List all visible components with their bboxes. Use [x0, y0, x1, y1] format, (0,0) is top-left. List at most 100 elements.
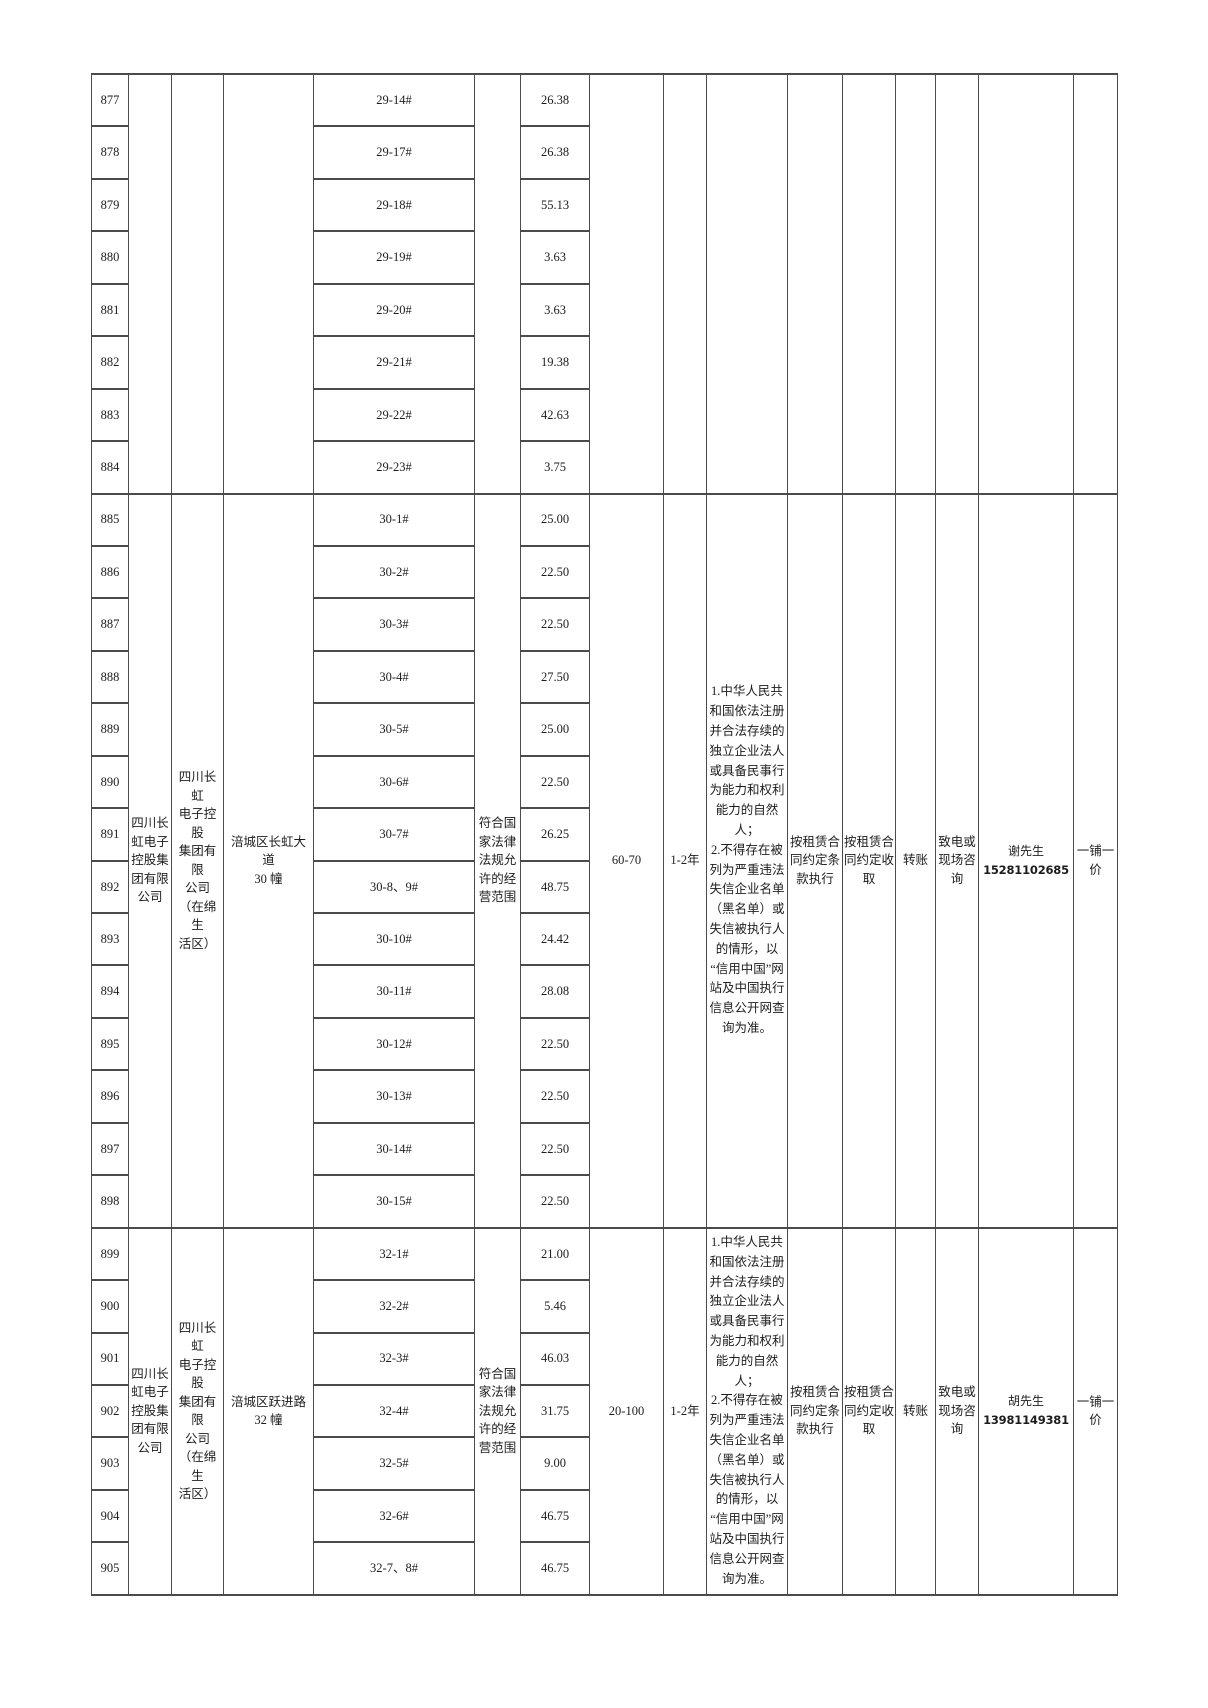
business-scope-cell: 符合国 家法律 法规允 许的经 营范围 — [475, 494, 521, 1229]
company-full-name-cell: 四川长 虹电子 控股集 团有限 公司 — [129, 1228, 172, 1596]
area-cell: 3.63 — [521, 284, 590, 338]
area-cell: 21.00 — [521, 1228, 590, 1282]
area-cell: 3.75 — [521, 442, 590, 495]
unit-number-cell: 29-14# — [314, 75, 475, 128]
area-cell: 22.50 — [521, 1018, 590, 1072]
unit-number-cell: 29-22# — [314, 389, 475, 443]
unit-number-cell: 30-4# — [314, 651, 475, 705]
unit-number-cell: 30-6# — [314, 756, 475, 810]
consultation-method-cell: 致电或 现场咨 询 — [936, 1228, 979, 1596]
lessee-requirements-cell — [707, 75, 788, 495]
area-cell: 5.46 — [521, 1281, 590, 1334]
company-full-name-cell: 四川长 虹电子 控股集 团有限 公司 — [129, 494, 172, 1229]
row-number-cell: 884 — [92, 442, 129, 495]
row-number-cell: 878 — [92, 127, 129, 180]
area-cell: 28.08 — [521, 966, 590, 1019]
lease-term-cell — [664, 75, 707, 495]
area-cell: 31.75 — [521, 1385, 590, 1439]
consultation-method-cell — [936, 75, 979, 495]
unit-number-cell: 30-7# — [314, 809, 475, 862]
pricing-note-cell — [1074, 75, 1118, 495]
row-number-cell: 891 — [92, 809, 129, 862]
business-scope-cell — [475, 75, 521, 495]
unit-number-cell: 30-11# — [314, 966, 475, 1019]
row-number-cell: 898 — [92, 1176, 129, 1229]
unit-number-cell: 30-1# — [314, 494, 475, 547]
unit-number-cell: 29-21# — [314, 337, 475, 390]
area-cell: 22.50 — [521, 756, 590, 810]
row-number-cell: 887 — [92, 599, 129, 652]
area-cell: 55.13 — [521, 179, 590, 233]
row-number-cell: 885 — [92, 494, 129, 547]
row-number-cell: 899 — [92, 1228, 129, 1282]
row-number-cell: 882 — [92, 337, 129, 390]
area-cell: 46.03 — [521, 1333, 590, 1386]
row-number-cell: 894 — [92, 966, 129, 1019]
company-branch-name-cell — [172, 75, 224, 495]
area-cell: 46.75 — [521, 1490, 590, 1544]
lessee-requirements-cell: 1.中华人民共 和国依法注册 并合法存续的 独立企业法人 或具备民事行 为能力和… — [707, 1228, 788, 1596]
contact-cell: 胡先生 13981149381 — [979, 1228, 1074, 1596]
area-cell: 46.75 — [521, 1543, 590, 1596]
row-number-cell: 904 — [92, 1490, 129, 1544]
row-number-cell: 888 — [92, 651, 129, 705]
rent-range-cell: 60-70 — [590, 494, 664, 1229]
unit-number-cell: 30-13# — [314, 1071, 475, 1124]
lease-term-cell: 1-2年 — [664, 1228, 707, 1596]
row-number-cell: 903 — [92, 1438, 129, 1491]
area-cell: 22.50 — [521, 599, 590, 652]
payment-method-cell — [896, 75, 936, 495]
payment-method-cell: 转账 — [896, 494, 936, 1229]
unit-number-cell: 30-8、9# — [314, 861, 475, 914]
company-full-name-cell — [129, 75, 172, 495]
row-number-cell: 895 — [92, 1018, 129, 1072]
unit-number-cell: 29-18# — [314, 179, 475, 233]
area-cell: 24.42 — [521, 914, 590, 967]
rent-range-cell — [590, 75, 664, 495]
lessee-requirements-cell: 1.中华人民共 和国依法注册 并合法存续的 独立企业法人 或具备民事行 为能力和… — [707, 494, 788, 1229]
area-cell: 22.50 — [521, 1123, 590, 1177]
area-cell: 3.63 — [521, 232, 590, 285]
unit-number-cell: 30-12# — [314, 1018, 475, 1072]
unit-number-cell: 32-7、8# — [314, 1543, 475, 1596]
unit-number-cell: 32-5# — [314, 1438, 475, 1491]
area-cell: 22.50 — [521, 1071, 590, 1124]
area-cell: 22.50 — [521, 546, 590, 600]
unit-number-cell: 30-3# — [314, 599, 475, 652]
contact-cell — [979, 75, 1074, 495]
area-cell: 26.25 — [521, 809, 590, 862]
unit-number-cell: 29-23# — [314, 442, 475, 495]
area-cell: 9.00 — [521, 1438, 590, 1491]
unit-number-cell: 30-10# — [314, 914, 475, 967]
unit-number-cell: 30-5# — [314, 704, 475, 757]
row-number-cell: 877 — [92, 75, 129, 128]
area-cell: 26.38 — [521, 127, 590, 180]
row-number-cell: 902 — [92, 1385, 129, 1439]
row-number-cell: 892 — [92, 861, 129, 914]
unit-number-cell: 29-19# — [314, 232, 475, 285]
fee-collection-cell — [843, 75, 896, 495]
contact-phone-number: 15281102685 — [983, 862, 1069, 877]
rental-listings-table: 877 29-14# 26.38 878 29-17# 26.38 879 29-18# 55.… — [91, 73, 1118, 1596]
property-address-cell: 涪城区长虹大道 30 幢 — [224, 494, 314, 1229]
deposit-clause-cell: 按租赁合 同约定条 款执行 — [788, 1228, 843, 1596]
area-cell: 27.50 — [521, 651, 590, 705]
row-number-cell: 880 — [92, 232, 129, 285]
property-address-cell: 涪城区跃进路 32 幢 — [224, 1228, 314, 1596]
deposit-clause-cell: 按租赁合 同约定条 款执行 — [788, 494, 843, 1229]
business-scope-cell: 符合国 家法律 法规允 许的经 营范围 — [475, 1228, 521, 1596]
unit-number-cell: 30-2# — [314, 546, 475, 600]
unit-number-cell: 32-4# — [314, 1385, 475, 1439]
contact-phone-number: 13981149381 — [983, 1413, 1069, 1428]
row-number-cell: 900 — [92, 1281, 129, 1334]
area-cell: 22.50 — [521, 1176, 590, 1229]
unit-number-cell: 30-14# — [314, 1123, 475, 1177]
row-number-cell: 889 — [92, 704, 129, 757]
area-cell: 19.38 — [521, 337, 590, 390]
row-number-cell: 886 — [92, 546, 129, 600]
rent-range-cell: 20-100 — [590, 1228, 664, 1596]
unit-number-cell: 29-17# — [314, 127, 475, 180]
row-number-cell: 896 — [92, 1071, 129, 1124]
row-number-cell: 881 — [92, 284, 129, 338]
